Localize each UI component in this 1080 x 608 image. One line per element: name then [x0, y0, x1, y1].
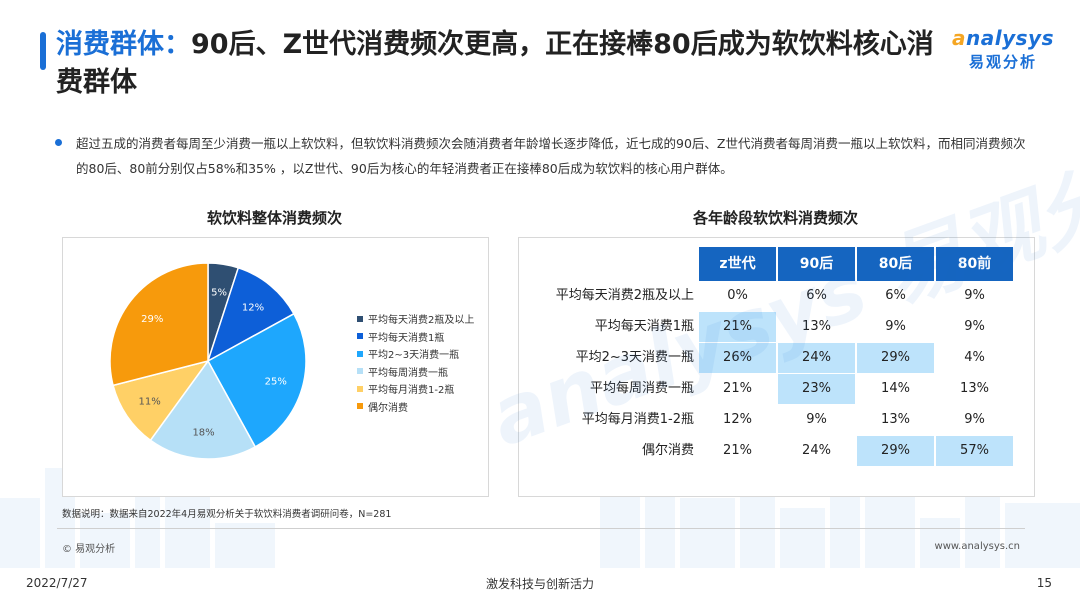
legend-swatch-0: [357, 315, 363, 322]
legend-swatch-2: [357, 350, 363, 357]
footer-divider: [57, 528, 1025, 529]
legend-swatch-3: [357, 368, 363, 375]
table-cell-2-2: 29%: [857, 343, 934, 373]
pie-chart: 5% 12% 25% 18% 11% 29%: [109, 262, 307, 460]
legend-swatch-1: [357, 333, 363, 340]
table-cell-4-0: 12%: [723, 412, 752, 427]
table-cell-3-3: 13%: [960, 381, 989, 396]
table-cell-0-1: 6%: [806, 288, 827, 303]
summary-text: 超过五成的消费者每周至少消费一瓶以上软饮料，但软饮料消费频次会随消费者年龄增长逐…: [76, 136, 1026, 176]
page-number: 15: [1036, 576, 1052, 590]
slogan: 激发科技与创新活力: [485, 577, 594, 591]
legend-label-2: 平均2~3天消费一瓶: [368, 350, 460, 362]
table-header-0: z世代: [699, 247, 776, 281]
table-header-3: 80前: [936, 247, 1013, 281]
table-cell-5-0: 21%: [723, 443, 752, 458]
table-cell-2-1: 24%: [778, 343, 855, 373]
table-cell-3-1: 23%: [778, 374, 855, 404]
table-cell-2-3: 4%: [964, 350, 985, 365]
table-cell-5-1: 24%: [802, 443, 831, 458]
title-accent-bar: [40, 32, 46, 70]
legend-label-5: 偶尔消费: [368, 402, 408, 414]
title-highlight: 消费群体：: [56, 29, 191, 60]
table-cell-0-0: 0%: [727, 288, 748, 303]
table-cell-5-2: 29%: [857, 436, 934, 466]
pie-label-0: 5%: [211, 287, 227, 298]
table-cell-0-3: 9%: [964, 288, 985, 303]
legend-swatch-5: [357, 403, 363, 410]
table-cell-3-2: 14%: [881, 381, 910, 396]
table-row-label-5: 偶尔消费: [641, 443, 694, 458]
pie-label-2: 25%: [265, 377, 287, 388]
page-title: 消费群体：90后、Z世代消费频次更高，正在接棒80后成为软饮料核心消费群体: [56, 26, 936, 102]
pie-chart-title: 软饮料整体消费频次: [206, 209, 342, 227]
bullet-dot: [55, 139, 62, 146]
pie-chart-panel: 5% 12% 25% 18% 11% 29% 平均每天消费2瓶及以上 平均每天消费1瓶平均2…: [62, 237, 489, 497]
legend-item-3: 平均每周消费一瓶: [357, 363, 474, 381]
table-cell-1-1: 13%: [802, 319, 831, 334]
table-header-2: 80后: [857, 247, 934, 281]
table-cell-5-3: 57%: [936, 436, 1013, 466]
logo-english: analysys: [952, 26, 1054, 50]
table-cell-1-2: 9%: [885, 319, 906, 334]
data-note: 数据说明：数据来自2022年4月易观分析关于软饮料消费者调研问卷，N=281: [62, 509, 392, 520]
title-rest: 90后、Z世代消费频次更高，正在接棒80后成为软饮料核心消费群体: [56, 29, 934, 98]
table-header-1: 90后: [778, 247, 855, 281]
table-panel: z世代 90后 80后 80前平均每天消费2瓶及以上 0% 6% 6% 9% 平均每天消费1瓶 2…: [518, 237, 1035, 497]
table-cell-0-2: 6%: [885, 288, 906, 303]
pie-slice-2: [206, 312, 307, 448]
legend-item-4: 平均每月消费1-2瓶: [357, 380, 474, 398]
legend-item-0: 平均每天消费2瓶及以上: [357, 310, 474, 328]
table-title: 各年龄段软饮料消费频次: [692, 209, 858, 227]
date: 2022/7/27: [26, 576, 88, 590]
table-cell-4-3: 9%: [964, 412, 985, 427]
table-cell-1-0: 21%: [699, 312, 776, 342]
legend-item-2: 平均2~3天消费一瓶: [357, 345, 474, 363]
pie-label-1: 12%: [242, 303, 264, 314]
pie-slice-5: [109, 262, 209, 387]
pie-label-5: 29%: [141, 314, 163, 325]
pie-label-3: 18%: [192, 427, 214, 438]
pie-label-4: 11%: [139, 397, 161, 408]
legend-label-3: 平均每周消费一瓶: [368, 367, 448, 379]
table-row-label-0: 平均每天消费2瓶及以上: [555, 288, 694, 303]
table-cell-4-2: 13%: [881, 412, 910, 427]
legend-item-5: 偶尔消费: [357, 398, 474, 416]
table-row-label-4: 平均每月消费1-2瓶: [581, 412, 694, 427]
legend-label-0: 平均每天消费2瓶及以上: [368, 315, 475, 327]
table-row-label-1: 平均每天消费1瓶: [594, 319, 694, 334]
table-cell-3-0: 21%: [723, 381, 752, 396]
pie-slice-3: [149, 359, 257, 460]
logo-chinese: 易观分析: [968, 53, 1037, 71]
website-link[interactable]: www.analysys.cn: [934, 541, 1020, 552]
legend-swatch-4: [357, 385, 363, 392]
table-cell-1-3: 9%: [964, 319, 985, 334]
analysys-logo: analysys 易观分析: [948, 26, 1058, 72]
legend-label-1: 平均每天消费1瓶: [368, 332, 445, 344]
table-cell-4-1: 9%: [806, 412, 827, 427]
table-row-label-3: 平均每周消费一瓶: [589, 381, 694, 396]
table-cell-2-0: 26%: [699, 343, 776, 373]
pie-legend: 平均每天消费2瓶及以上 平均每天消费1瓶平均2~3天消费一瓶 平均每周消费一瓶 平均每…: [357, 310, 474, 415]
legend-item-1: 平均每天消费1瓶: [357, 328, 474, 346]
legend-label-4: 平均每月消费1-2瓶: [368, 385, 455, 397]
pie-slice-1: [206, 266, 295, 363]
table-row-label-2: 平均2~3天消费一瓶: [575, 350, 694, 365]
copyright: © 易观分析: [62, 544, 116, 555]
pie-slice-4: [112, 359, 210, 442]
